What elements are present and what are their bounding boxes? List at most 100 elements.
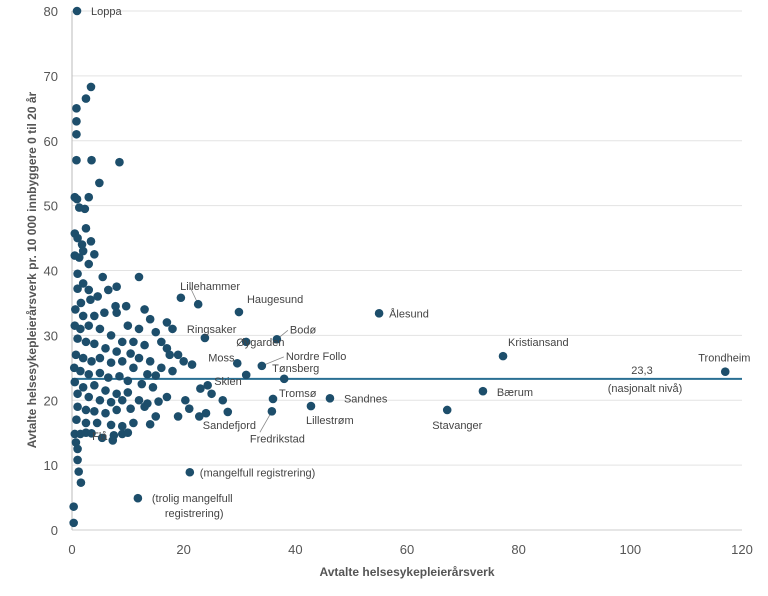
data-point xyxy=(145,419,155,429)
y-tick-label: 30 xyxy=(44,328,58,343)
data-point xyxy=(87,429,96,438)
data-point xyxy=(95,368,105,378)
data-point xyxy=(106,397,116,407)
data-point xyxy=(72,194,82,204)
data-point xyxy=(168,324,177,334)
labeled-data-point xyxy=(223,407,233,417)
data-point xyxy=(78,246,88,256)
data-point xyxy=(117,421,127,431)
data-point xyxy=(106,420,116,430)
data-point xyxy=(81,418,91,428)
data-point xyxy=(95,395,105,405)
data-point xyxy=(72,155,81,165)
labeled-data-point xyxy=(257,361,267,371)
data-point xyxy=(76,366,85,376)
y-tick-label: 60 xyxy=(44,134,58,149)
reference-sublabel: (nasjonalt nivå) xyxy=(608,383,683,395)
labeled-data-point xyxy=(272,334,282,344)
data-point xyxy=(76,324,85,334)
data-point xyxy=(95,353,105,363)
data-point xyxy=(73,389,82,399)
gridlines xyxy=(72,10,742,531)
data-point xyxy=(134,272,144,282)
labeled-data-point xyxy=(97,433,107,443)
data-point xyxy=(72,104,81,113)
point-label: Trondheim xyxy=(698,353,750,365)
data-point xyxy=(95,324,105,334)
data-point xyxy=(90,381,99,390)
data-point xyxy=(87,155,96,165)
point-label: Sandefjord xyxy=(203,420,256,432)
data-point xyxy=(184,404,194,413)
data-point xyxy=(148,382,158,392)
data-point xyxy=(129,363,138,373)
data-point xyxy=(126,404,135,413)
point-label: Bærum xyxy=(497,387,533,399)
data-point xyxy=(90,406,99,416)
data-point xyxy=(121,301,131,311)
labeled-data-point xyxy=(442,405,452,415)
data-point xyxy=(111,301,120,311)
data-point xyxy=(78,353,88,363)
data-points xyxy=(69,6,730,528)
labeled-data-point xyxy=(200,333,210,343)
x-axis-title: Avtalte helsesykepleierårsverk xyxy=(319,565,494,579)
point-label: Lillehammer xyxy=(180,281,240,293)
data-point xyxy=(140,340,149,350)
data-point xyxy=(81,405,91,415)
data-point xyxy=(80,204,90,214)
data-point xyxy=(90,311,99,321)
y-tick-label: 20 xyxy=(44,393,58,408)
data-point xyxy=(195,412,204,421)
data-point xyxy=(108,436,118,445)
data-point xyxy=(73,233,82,243)
labeled-data-point xyxy=(498,351,508,361)
data-point xyxy=(151,371,161,380)
point-label: Tønsberg xyxy=(272,363,319,375)
y-tick-label: 70 xyxy=(44,69,58,84)
data-point xyxy=(72,116,81,126)
data-point xyxy=(112,347,121,356)
data-point xyxy=(84,192,94,202)
data-point xyxy=(173,350,183,360)
data-point xyxy=(100,308,109,317)
data-point xyxy=(71,438,81,447)
data-point xyxy=(151,327,161,337)
point-label: (trolig mangelfull registrering) xyxy=(152,493,233,520)
data-point xyxy=(81,224,91,233)
data-point xyxy=(117,337,127,347)
data-point xyxy=(78,311,88,321)
data-point xyxy=(78,279,88,288)
data-point xyxy=(98,272,108,282)
y-tick-label: 80 xyxy=(44,4,58,19)
data-point xyxy=(123,388,133,397)
data-point xyxy=(76,298,86,308)
point-label: Kristiansand xyxy=(508,337,569,349)
point-label: Haugesund xyxy=(247,294,303,306)
data-point xyxy=(73,269,82,279)
data-point xyxy=(162,392,172,402)
y-axis-ticks: 0 10 20 30 40 50 60 70 80 xyxy=(44,4,58,538)
labeled-data-point xyxy=(268,394,278,404)
data-point xyxy=(151,412,161,421)
data-point xyxy=(78,382,88,392)
data-point xyxy=(81,337,91,347)
data-point xyxy=(203,381,212,390)
data-point xyxy=(106,331,116,340)
x-tick-label: 60 xyxy=(400,542,414,557)
point-label: Tromsø xyxy=(279,388,317,400)
labeled-data-point xyxy=(478,386,488,396)
data-point xyxy=(145,357,155,366)
data-point xyxy=(93,292,102,301)
data-point xyxy=(84,321,94,330)
point-label: Loppa xyxy=(91,6,122,18)
point-label: Ringsaker xyxy=(187,324,237,336)
labeled-data-point xyxy=(306,401,316,411)
data-point xyxy=(90,249,99,259)
labeled-data-point xyxy=(185,467,195,477)
data-point xyxy=(73,284,82,293)
point-label: Sandnes xyxy=(344,393,388,405)
point-label: Øygarden xyxy=(236,337,284,349)
x-axis-ticks: 0 20 40 60 80 100 120 xyxy=(68,542,752,557)
data-point xyxy=(70,377,80,387)
